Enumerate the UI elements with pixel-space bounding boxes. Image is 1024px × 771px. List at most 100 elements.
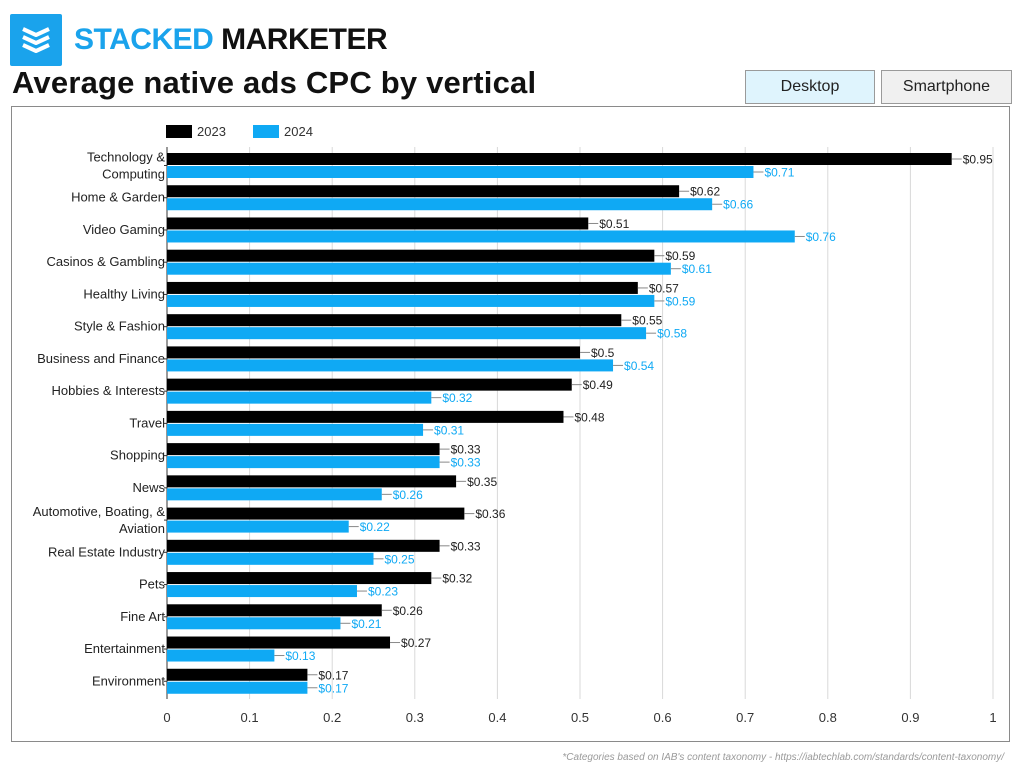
- bar-2023: [167, 153, 952, 165]
- category-label: Style & Fashion: [74, 319, 165, 334]
- data-label-2024: $0.76: [806, 230, 836, 244]
- data-label-2023: $0.26: [393, 604, 423, 618]
- x-tick-label: 0: [163, 710, 170, 725]
- x-tick-label: 0.5: [571, 710, 589, 725]
- data-label-2024: $0.71: [764, 166, 794, 180]
- data-label-2023: $0.49: [583, 378, 613, 392]
- category-label: Automotive, Boating, &: [33, 504, 166, 519]
- bar-2023: [167, 539, 440, 552]
- x-tick-label: 0.6: [654, 710, 672, 725]
- bar-2023: [167, 572, 432, 585]
- bar-2023: [167, 636, 391, 649]
- data-label-2024: $0.13: [285, 649, 315, 663]
- brand-name-part1: STACKED: [74, 23, 214, 56]
- legend-swatch-2024: [253, 125, 279, 138]
- data-label-2024: $0.59: [665, 294, 695, 308]
- page-title: Average native ads CPC by vertical: [12, 65, 537, 100]
- brand-name-part2: MARKETER: [221, 23, 388, 56]
- category-label: Casinos & Gambling: [47, 254, 166, 269]
- bar-2023: [167, 185, 680, 198]
- category-label: Pets: [139, 577, 166, 592]
- bar-2023: [167, 217, 589, 230]
- tab-desktop[interactable]: Desktop: [745, 70, 875, 104]
- tab-smartphone[interactable]: Smartphone: [881, 70, 1012, 104]
- x-tick-label: 0.2: [323, 710, 341, 725]
- data-label-2024: $0.26: [393, 488, 423, 502]
- data-label-2024: $0.17: [318, 681, 348, 695]
- data-label-2023: $0.48: [574, 410, 604, 424]
- category-label: Computing: [102, 167, 165, 182]
- brand-name: STACKED MARKETER: [74, 23, 388, 56]
- bar-2024: [167, 617, 341, 630]
- x-tick-label: 0.4: [488, 710, 506, 725]
- bar-2023: [167, 475, 457, 488]
- category-label: Video Gaming: [83, 222, 165, 237]
- category-label: News: [132, 480, 165, 495]
- x-tick-label: 1: [989, 710, 996, 725]
- bar-2023: [167, 346, 580, 359]
- chart-container: 0 0.1 0.2 0.3 0.4 0.5 0.6 0.7 0.8 0.9 1 2023 2024 Tec…: [11, 106, 1010, 742]
- category-label: Business and Finance: [37, 351, 165, 366]
- category-label: Travel: [129, 415, 165, 430]
- bar-2024: [167, 520, 349, 533]
- data-label-2024: $0.21: [351, 617, 381, 631]
- category-label: Shopping: [110, 448, 165, 463]
- bar-2024: [167, 198, 713, 211]
- data-label-2023: $0.27: [401, 636, 431, 650]
- bar-2023: [167, 378, 572, 391]
- category-label: Entertainment: [84, 641, 165, 656]
- data-label-2023: $0.62: [690, 185, 720, 199]
- data-label-2023: $0.17: [318, 668, 348, 682]
- category-label: Home & Garden: [71, 190, 165, 205]
- bar-2024: [167, 327, 647, 340]
- bar-chart: 0 0.1 0.2 0.3 0.4 0.5 0.6 0.7 0.8 0.9 1 2023 2024 Tec…: [33, 124, 997, 725]
- x-tick-label: 0.3: [406, 710, 424, 725]
- x-tick-label: 0.9: [901, 710, 919, 725]
- bar-2024: [167, 681, 308, 694]
- x-tick-label: 0.7: [736, 710, 754, 725]
- data-label-2024: $0.23: [368, 585, 398, 599]
- data-label-2024: $0.33: [451, 456, 481, 470]
- bar-2024: [167, 456, 440, 469]
- bar-2023: [167, 249, 655, 262]
- bar-2024: [167, 359, 614, 372]
- category-label: Environment: [92, 673, 165, 688]
- data-label-2024: $0.61: [682, 262, 712, 276]
- data-label-2024: $0.32: [442, 391, 472, 405]
- bar-2024: [167, 262, 671, 275]
- category-label: Healthy Living: [83, 286, 165, 301]
- data-label-2023: $0.36: [475, 507, 505, 521]
- x-tick-label: 0.8: [819, 710, 837, 725]
- category-label: Hobbies & Interests: [52, 383, 166, 398]
- bar-2023: [167, 281, 638, 294]
- data-label-2023: $0.32: [442, 572, 472, 586]
- data-label-2024: $0.54: [624, 359, 654, 373]
- bar-2023: [167, 668, 308, 681]
- category-label: Aviation: [119, 521, 165, 536]
- data-label-2024: $0.22: [360, 520, 390, 534]
- bar-2024: [167, 166, 754, 178]
- bar-2024: [167, 488, 382, 501]
- x-tick-label: 0.1: [241, 710, 259, 725]
- legend-label-2024: 2024: [284, 124, 313, 139]
- data-label-2023: $0.59: [665, 249, 695, 263]
- category-label: Technology &: [87, 150, 165, 165]
- data-label-2024: $0.31: [434, 423, 464, 437]
- brand-logo: STACKED MARKETER: [10, 14, 388, 66]
- legend-label-2023: 2023: [197, 124, 226, 139]
- data-label-2023: $0.33: [451, 539, 481, 553]
- data-label-2023: $0.33: [451, 443, 481, 457]
- data-label-2024: $0.25: [385, 552, 415, 566]
- data-label-2023: $0.55: [632, 314, 662, 328]
- data-label-2023: $0.51: [599, 217, 629, 231]
- data-label-2023: $0.5: [591, 346, 615, 360]
- bar-2024: [167, 423, 424, 436]
- category-label: Real Estate Industry: [48, 544, 166, 559]
- category-label: Fine Art: [120, 609, 165, 624]
- bar-2024: [167, 585, 357, 598]
- data-label-2024: $0.58: [657, 327, 687, 341]
- bar-2023: [167, 507, 465, 520]
- stacked-layers-icon: [10, 14, 62, 66]
- bar-2023: [167, 604, 382, 617]
- data-label-2024: $0.66: [723, 198, 753, 212]
